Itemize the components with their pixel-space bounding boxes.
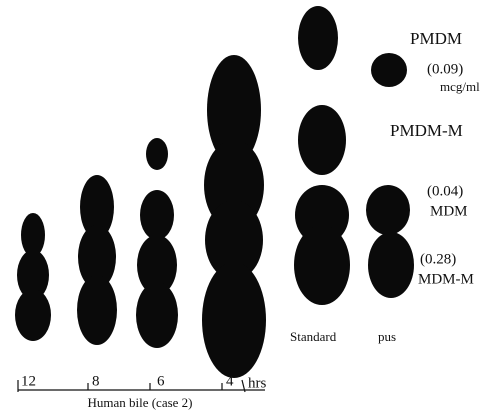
label: (0.28) (420, 251, 456, 267)
spots (15, 6, 414, 378)
caption: Human bile (case 2) (87, 395, 192, 410)
lane-label: 12 (21, 373, 36, 389)
label: Standard (290, 329, 337, 344)
chromatogram: PMDM (0.09) mcg/ml PMDM-M (0.04) MDM (0.… (0, 0, 499, 414)
label: (0.04) (427, 183, 463, 199)
label: (0.09) (427, 61, 463, 77)
label: mcg/ml (440, 79, 480, 94)
label: MDM (430, 203, 468, 219)
lane-label: 4 (226, 373, 234, 389)
label: PMDM-M (390, 121, 463, 140)
unit-label: hrs (248, 375, 266, 391)
lane-label: 6 (157, 373, 165, 389)
label: pus (378, 329, 396, 344)
lane-label: 8 (92, 373, 100, 389)
label: PMDM (410, 29, 462, 48)
label: MDM-M (418, 271, 474, 287)
